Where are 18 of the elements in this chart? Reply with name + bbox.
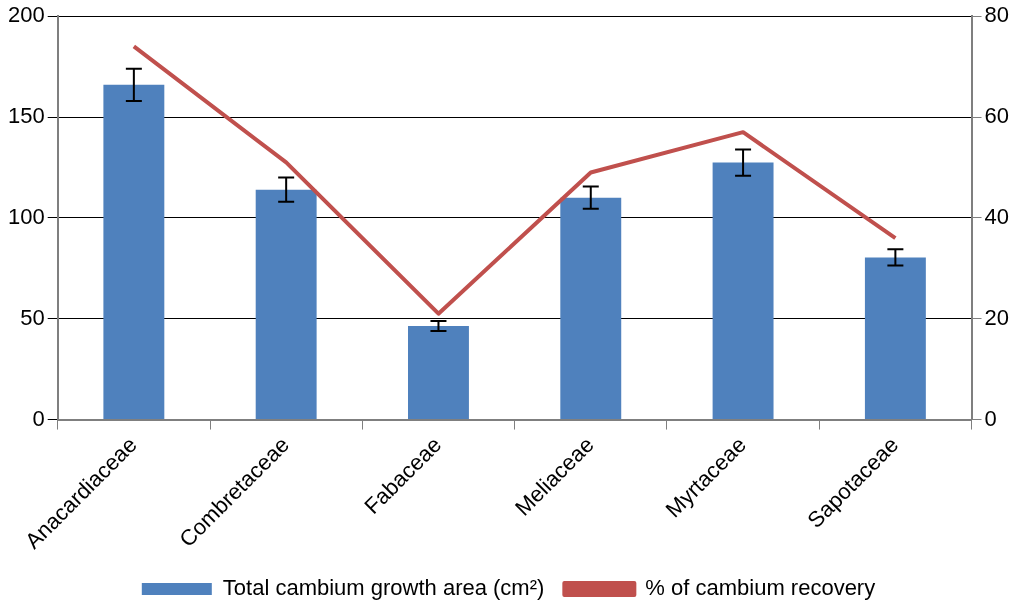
y-tick-label: 0 — [32, 405, 45, 431]
y2-tick-label: 60 — [984, 103, 1010, 129]
legend-label: Total cambium growth area (cm²) — [222, 575, 545, 601]
bar — [560, 197, 622, 420]
y-tick-label: 100 — [7, 203, 45, 229]
y2-tick-label: 80 — [984, 2, 1010, 28]
y2-tick-label: 40 — [984, 203, 1010, 229]
y-tick-label: 150 — [7, 103, 45, 129]
bar — [103, 84, 165, 420]
y-tick-label: 50 — [20, 304, 45, 330]
y2-tick-label: 0 — [984, 405, 997, 431]
bar — [712, 162, 774, 420]
legend-label: % of cambium recovery — [645, 575, 876, 601]
bar — [864, 257, 926, 420]
y2-tick-label: 20 — [984, 304, 1010, 330]
bar — [255, 189, 317, 420]
y-tick-label: 200 — [7, 2, 45, 28]
bar — [408, 325, 469, 420]
